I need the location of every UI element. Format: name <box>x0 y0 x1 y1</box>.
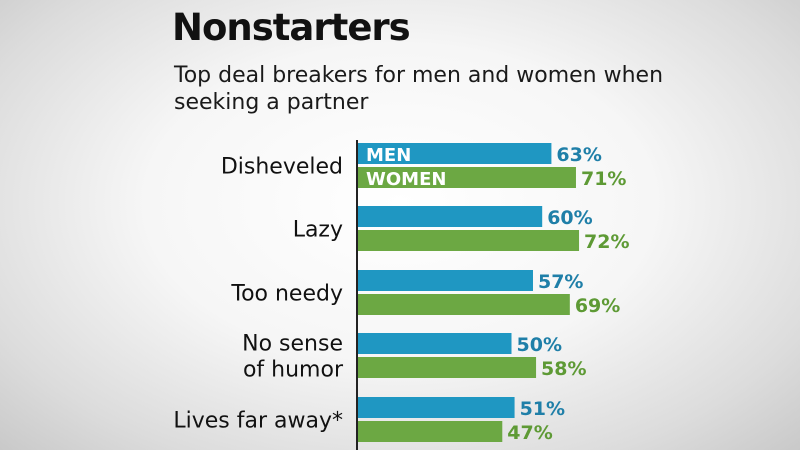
category-label: Lazy <box>293 218 343 243</box>
bar-men <box>358 143 552 164</box>
data-label: 47% <box>507 422 552 444</box>
bar-women <box>358 167 576 188</box>
data-label: 57% <box>538 271 583 293</box>
bar-women <box>358 421 503 442</box>
legend-label-women: WOMEN <box>366 169 446 190</box>
data-label: 72% <box>584 231 629 253</box>
data-label: 51% <box>520 398 565 420</box>
bar-men <box>358 270 533 291</box>
chart-subtitle: Top deal breakers for men and women when… <box>174 63 664 115</box>
bar-women <box>358 357 537 378</box>
data-label: 58% <box>541 358 586 380</box>
bar-women <box>358 294 570 315</box>
bar-men <box>358 397 515 418</box>
legend-label-men: MEN <box>366 145 411 166</box>
data-label: 63% <box>556 144 601 166</box>
data-label: 60% <box>547 207 592 229</box>
bar-men <box>358 206 543 227</box>
category-label: Too needy <box>230 282 343 307</box>
category-label: No sense <box>242 332 343 357</box>
category-label: of humor <box>243 358 344 383</box>
data-label: 50% <box>517 334 562 356</box>
category-label: Disheveled <box>221 155 343 180</box>
category-label: Lives far away* <box>173 409 343 434</box>
chart-title: Nonstarters <box>172 6 411 49</box>
bar-men <box>358 333 512 354</box>
data-label: 69% <box>575 295 620 317</box>
data-label: 71% <box>581 168 626 190</box>
bar-women <box>358 230 580 251</box>
